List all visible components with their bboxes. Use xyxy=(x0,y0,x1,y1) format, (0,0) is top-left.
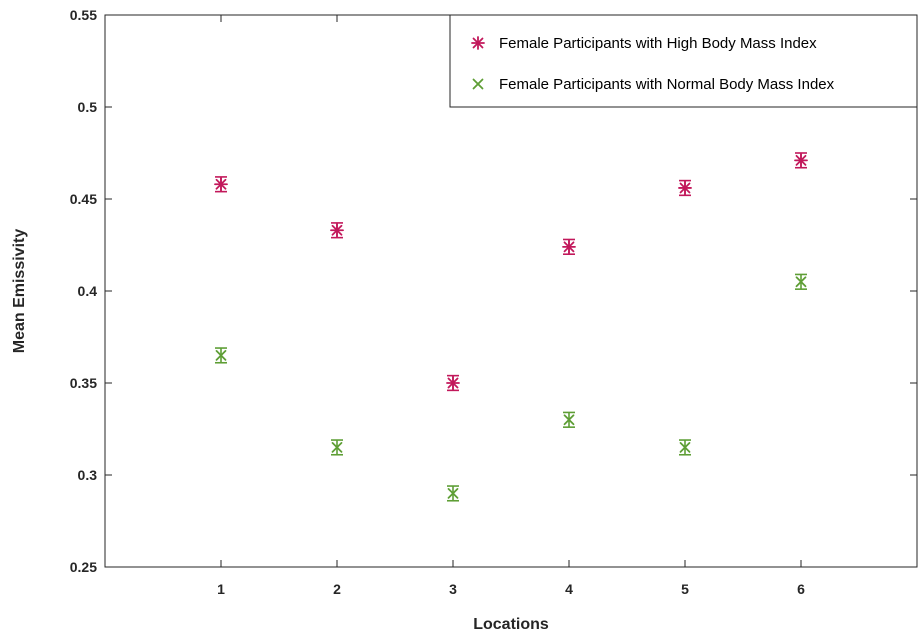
x-tick-label: 2 xyxy=(333,581,341,597)
y-tick-label: 0.4 xyxy=(78,283,98,299)
y-tick-label: 0.3 xyxy=(78,467,98,483)
data-points xyxy=(214,152,808,502)
x-tick-label: 4 xyxy=(565,581,573,597)
y-tick-label: 0.5 xyxy=(78,99,98,115)
x-tick-label: 1 xyxy=(217,581,225,597)
data-point-series-1 xyxy=(794,152,808,169)
legend-label-normal-bmi: Female Participants with Normal Body Mas… xyxy=(499,76,835,93)
legend-marker-normal-bmi xyxy=(472,78,484,90)
data-point-series-2 xyxy=(679,439,691,456)
legend: Female Participants with High Body Mass … xyxy=(449,14,918,108)
data-point-series-2 xyxy=(447,485,459,502)
x-tick-label: 5 xyxy=(681,581,689,597)
legend-label-high-bmi: Female Participants with High Body Mass … xyxy=(499,35,817,52)
data-point-series-2 xyxy=(331,439,343,456)
data-point-series-2 xyxy=(563,411,575,428)
data-point-series-1 xyxy=(678,179,692,197)
data-point-series-2 xyxy=(795,273,807,290)
y-tick-label: 0.45 xyxy=(70,191,97,207)
data-point-series-2 xyxy=(215,347,227,364)
data-point-series-1 xyxy=(446,374,460,392)
y-tick-label: 0.25 xyxy=(70,559,97,575)
x-axis-label: Locations xyxy=(473,616,549,633)
data-point-series-1 xyxy=(330,222,344,239)
y-tick-label: 0.35 xyxy=(70,375,97,391)
x-tick-label: 6 xyxy=(797,581,805,597)
y-tick-label: 0.55 xyxy=(70,7,97,23)
y-axis-label: Mean Emissivity xyxy=(11,229,28,354)
x-tick-label: 3 xyxy=(449,581,457,597)
legend-marker-high-bmi xyxy=(471,36,485,50)
legend-box xyxy=(449,14,918,108)
data-point-series-1 xyxy=(214,176,228,193)
data-point-series-1 xyxy=(562,238,576,255)
